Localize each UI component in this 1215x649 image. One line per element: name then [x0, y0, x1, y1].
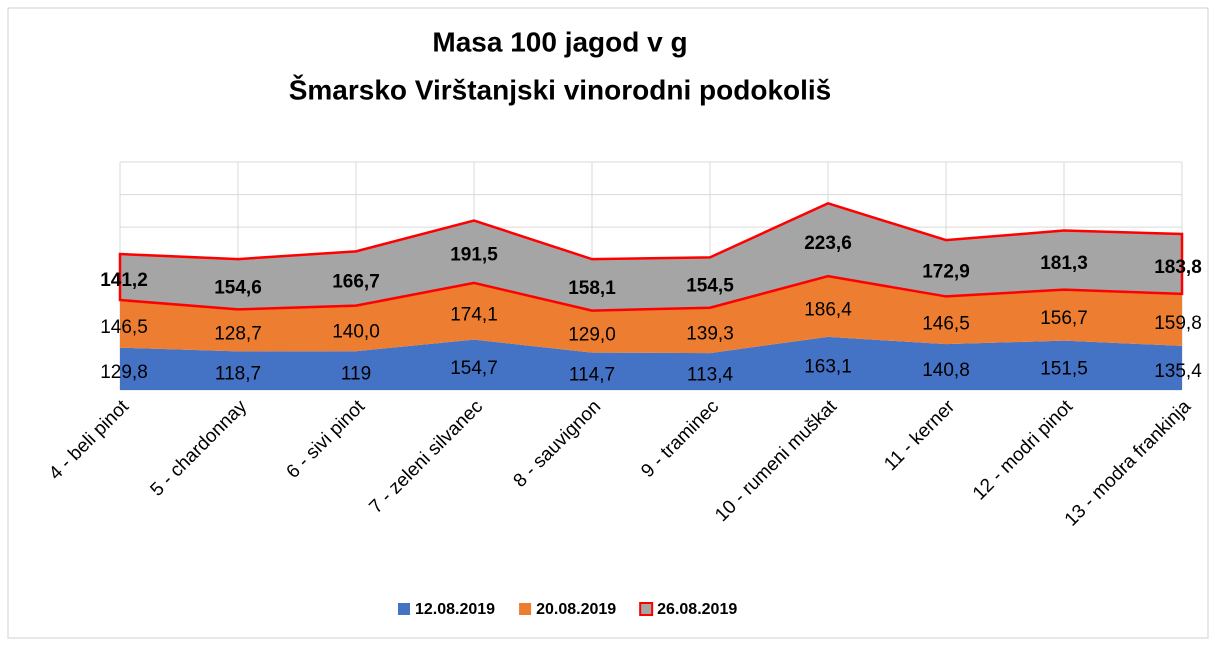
value-label: 159,8 [1154, 313, 1202, 334]
value-label: 113,4 [687, 365, 734, 386]
chart-subtitle: Šmarsko Virštanjski vinorodni podokoliš [289, 73, 832, 105]
legend-swatch [398, 603, 410, 615]
value-label: 140,0 [332, 321, 380, 342]
value-label: 139,3 [686, 323, 734, 344]
area [120, 336, 1182, 390]
value-label: 183,8 [1154, 257, 1202, 278]
value-label: 158,1 [568, 278, 616, 299]
value-label: 129,0 [568, 325, 616, 346]
legend-swatch [639, 602, 654, 616]
area [120, 276, 1182, 354]
value-label: 146,5 [922, 313, 970, 334]
value-label: 174,1 [450, 304, 498, 325]
value-label: 151,5 [1040, 358, 1088, 379]
value-label: 154,7 [450, 358, 498, 379]
legend-label: 20.08.2019 [536, 601, 616, 618]
value-label: 129,8 [100, 362, 148, 383]
legend-label: 12.08.2019 [415, 601, 495, 618]
chart-title: Masa 100 jagod v g [432, 26, 687, 57]
area [118, 201, 1184, 312]
value-label: 154,5 [686, 276, 734, 297]
value-label: 135,4 [1154, 361, 1202, 382]
value-label: 141,2 [100, 270, 148, 291]
value-label: 223,6 [804, 233, 852, 254]
value-label: 119 [341, 364, 371, 385]
value-label: 140,8 [922, 360, 970, 381]
value-label: 114,7 [569, 364, 615, 385]
value-label: 154,6 [214, 277, 262, 298]
value-label: 118,7 [215, 364, 261, 385]
value-label: 146,5 [100, 317, 148, 338]
value-label: 163,1 [804, 356, 852, 377]
legend-label: 26.08.2019 [657, 601, 737, 618]
value-label: 186,4 [804, 300, 852, 321]
legend-swatch [519, 603, 532, 615]
value-label: 166,7 [332, 272, 380, 293]
value-label: 191,5 [450, 245, 498, 266]
value-label: 181,3 [1040, 253, 1088, 274]
value-label: 156,7 [1040, 308, 1088, 329]
value-label: 172,9 [922, 261, 970, 282]
value-label: 128,7 [214, 323, 262, 344]
